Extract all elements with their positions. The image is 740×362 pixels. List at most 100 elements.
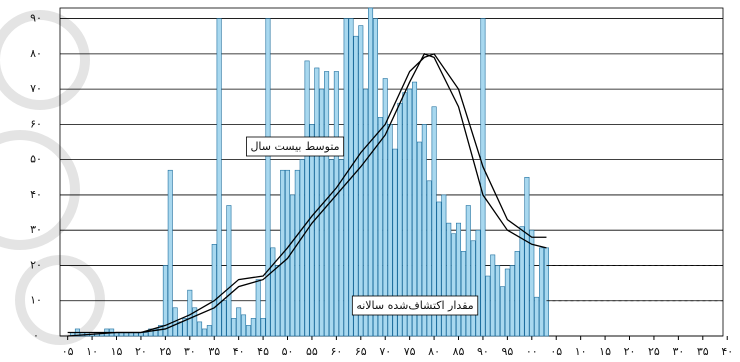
y-tick-label: ۸۰ bbox=[30, 47, 42, 60]
x-tick-label: ۱۰ bbox=[86, 345, 98, 358]
bar bbox=[144, 332, 148, 336]
bar bbox=[241, 315, 245, 336]
bar bbox=[178, 322, 182, 336]
bar bbox=[476, 230, 480, 336]
bar bbox=[329, 160, 333, 336]
bar bbox=[188, 290, 192, 336]
x-tick-label: ۶۵ bbox=[355, 345, 367, 358]
bar bbox=[447, 223, 451, 336]
x-tick-label: ۳۰ bbox=[184, 345, 196, 358]
bar bbox=[251, 318, 255, 336]
bar bbox=[525, 177, 529, 336]
x-tick-label: ۴۰ bbox=[233, 345, 245, 358]
bar bbox=[227, 206, 231, 336]
bar bbox=[334, 71, 338, 336]
x-tick-label: ۳۵ bbox=[208, 345, 220, 358]
x-tick-label: ۲۵ bbox=[648, 345, 660, 358]
y-tick-label: ۶۰ bbox=[30, 117, 42, 130]
y-tick-label: ۱۰ bbox=[30, 294, 42, 307]
bar bbox=[500, 287, 504, 336]
bar bbox=[359, 26, 363, 336]
x-tick-label: ۵۵ bbox=[306, 345, 318, 358]
bar bbox=[212, 244, 216, 336]
bar bbox=[222, 301, 226, 336]
x-tick-label: ۰۵ bbox=[550, 345, 562, 358]
bar bbox=[202, 329, 206, 336]
background-pattern bbox=[0, 15, 100, 340]
bar bbox=[168, 170, 172, 336]
x-tick-label: ۵۰ bbox=[282, 345, 294, 358]
y-tick-label: ۹۰ bbox=[30, 12, 42, 25]
bar bbox=[354, 36, 358, 336]
x-tick-label: ۷۰ bbox=[379, 345, 391, 358]
bar bbox=[456, 223, 460, 336]
x-tick-label: ۰۰ bbox=[526, 345, 538, 358]
bar bbox=[217, 19, 221, 336]
bar bbox=[285, 170, 289, 336]
bar bbox=[539, 248, 543, 336]
bar bbox=[544, 248, 548, 336]
annotation: متوسط بیست سال bbox=[246, 137, 343, 156]
x-tick-label: ۲۰ bbox=[624, 345, 636, 358]
bar bbox=[344, 19, 348, 336]
x-tick-label: ۸۰ bbox=[428, 345, 440, 358]
y-tick-label: ۲۰ bbox=[30, 258, 42, 271]
bar bbox=[368, 8, 372, 336]
bar bbox=[300, 160, 304, 336]
bar bbox=[315, 68, 319, 336]
bar bbox=[530, 230, 534, 336]
x-tick-label: ۲۰ bbox=[135, 345, 147, 358]
x-tick-label: ۴۰ bbox=[721, 345, 733, 358]
x-tick-label: ۹۵ bbox=[501, 345, 513, 358]
y-tick-label: ۴۰ bbox=[30, 188, 42, 201]
bar bbox=[466, 206, 470, 336]
x-tick-label: ۱۵ bbox=[599, 345, 611, 358]
bar bbox=[495, 265, 499, 336]
annotation-text: متوسط بیست سال bbox=[250, 140, 339, 153]
bar bbox=[451, 234, 455, 336]
bar bbox=[236, 308, 240, 336]
annotation-text: مقدار اکتشاف‌شده سالانه bbox=[356, 299, 473, 312]
bar bbox=[515, 251, 519, 336]
bar bbox=[339, 160, 343, 336]
x-tick-label: ۷۵ bbox=[404, 345, 416, 358]
x-tick-label: ۳۰ bbox=[672, 345, 684, 358]
x-tick-label: ۹۰ bbox=[477, 345, 489, 358]
bar bbox=[256, 280, 260, 336]
bar bbox=[276, 265, 280, 336]
y-tick-label: ۷۰ bbox=[30, 82, 42, 95]
bar bbox=[520, 227, 524, 336]
x-tick-label: ۱۵ bbox=[111, 345, 123, 358]
bar bbox=[207, 325, 211, 336]
x-tick-label: ۳۵ bbox=[697, 345, 709, 358]
y-tick-label: ۰ bbox=[33, 329, 39, 342]
x-tick-label: ۲۵ bbox=[159, 345, 171, 358]
bar bbox=[295, 170, 299, 336]
bar bbox=[505, 269, 509, 336]
x-tick-label: ۸۵ bbox=[453, 345, 465, 358]
bar bbox=[271, 248, 275, 336]
bar bbox=[197, 322, 201, 336]
bar bbox=[486, 276, 490, 336]
bar bbox=[510, 265, 514, 336]
bar bbox=[534, 297, 538, 336]
bar bbox=[305, 61, 309, 336]
x-tick-label: ۰۵ bbox=[62, 345, 74, 358]
bar bbox=[373, 19, 377, 336]
annotation: مقدار اکتشاف‌شده سالانه bbox=[352, 296, 477, 315]
x-tick-label: ۴۵ bbox=[257, 345, 269, 358]
bar bbox=[290, 195, 294, 336]
bar bbox=[266, 19, 270, 336]
bar bbox=[491, 255, 495, 336]
bar bbox=[246, 325, 250, 336]
bar bbox=[471, 241, 475, 336]
bar bbox=[461, 251, 465, 336]
x-tick-label: ۶۰ bbox=[330, 345, 342, 358]
y-tick-label: ۳۰ bbox=[30, 223, 42, 236]
bar bbox=[481, 19, 485, 336]
bar bbox=[232, 318, 236, 336]
x-tick-label: ۱۰ bbox=[575, 345, 587, 358]
bar bbox=[437, 202, 441, 336]
bar bbox=[261, 318, 265, 336]
y-tick-label: ۵۰ bbox=[30, 153, 42, 166]
